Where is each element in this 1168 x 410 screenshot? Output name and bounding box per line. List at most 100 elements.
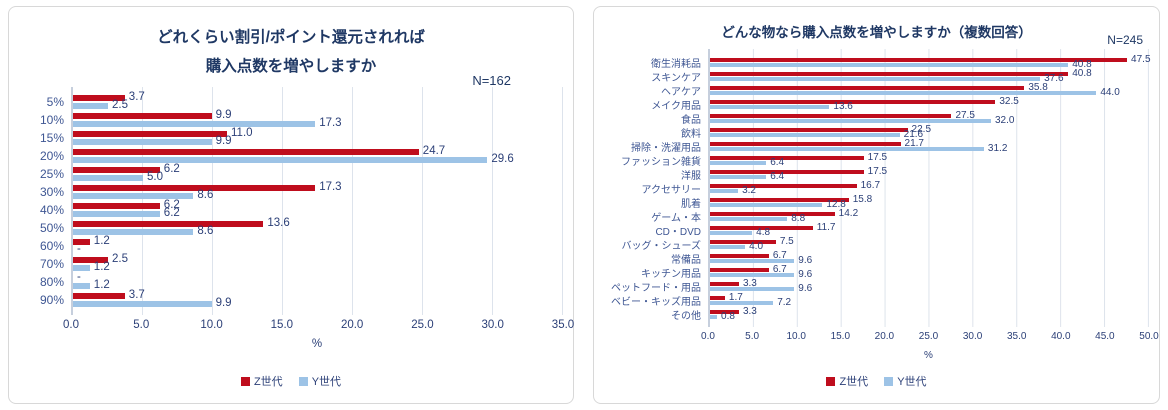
bar-value-label: 8.6 (197, 225, 214, 238)
y-series-bar (73, 157, 488, 163)
bar-value-label: 11.7 (816, 221, 836, 233)
x-axis-tick: 20.0 (340, 319, 364, 331)
category-label: ペットフード・用品 (611, 282, 701, 294)
bar-group: 21.7 31.2 (710, 138, 1149, 154)
bar-group: 32.5 13.6 (710, 96, 1149, 111)
x-axis-label: % (924, 350, 933, 361)
z-series-bar (710, 57, 1128, 62)
bar-value-label: - (77, 271, 81, 284)
category-label: 5% (46, 95, 64, 109)
bar-line: 1.7 (710, 292, 1149, 302)
category-label: 80% (39, 275, 64, 289)
bar-line: 21.6 (710, 129, 1149, 139)
x-axis-tick: 10.0 (786, 331, 806, 342)
y-series-bar (710, 230, 753, 235)
bar-group: 3.7 2.5 (73, 92, 563, 112)
z-series-bar (710, 183, 857, 188)
category-label: 10% (39, 113, 64, 127)
category-label: 40% (39, 203, 64, 217)
y-series-bar (710, 216, 788, 221)
sample-size-label: N=162 (472, 73, 511, 88)
bar-value-label: 44.0 (1100, 86, 1120, 98)
bar-value-label: 4.0 (749, 240, 764, 252)
bar-line: 6.7 (710, 250, 1149, 260)
bar-line: 22.5 (710, 123, 1149, 135)
bar-line: 0.8 (710, 311, 1149, 321)
z-series-bar (710, 225, 813, 230)
z-series-bar (710, 141, 901, 146)
bar-value-label: 6.2 (163, 207, 180, 220)
bar-line: 16.7 (710, 180, 1149, 190)
bar-value-label: 24.7 (422, 145, 446, 158)
bar-line: 31.2 (710, 142, 1149, 154)
bar-value-label: 5.0 (147, 171, 163, 184)
bar-line: 24.7 (73, 145, 563, 158)
bar-value-label: 47.5 (1131, 53, 1151, 65)
category-label: 30% (39, 185, 64, 199)
bar-line: 29.6 (73, 154, 563, 165)
x-axis-tick: 20.0 (874, 331, 895, 342)
category-label: CD・DVD (655, 226, 701, 238)
category-label: キッチン用品 (641, 268, 701, 280)
y-series-bar (73, 229, 194, 235)
z-series-bar (73, 293, 125, 299)
chart-title-line-2: 購入点数を増やしますか (205, 58, 377, 75)
bar-line: 3.3 (710, 305, 1149, 317)
bar-group: 17.3 8.6 (73, 182, 563, 202)
y-series-bar (710, 118, 991, 123)
category-label: 70% (39, 257, 64, 271)
bar-line: 9.9 (73, 136, 563, 147)
x-axis-tick: 0.0 (701, 331, 715, 342)
category-label: ゲーム・本 (651, 212, 701, 224)
bar-value-label: 40.8 (1072, 67, 1092, 79)
bar-group: 14.2 8.8 (710, 208, 1149, 224)
bar-value-label: 31.2 (987, 142, 1008, 154)
bar-value-label: 1.2 (93, 279, 110, 292)
category-label: ファッション雑貨 (621, 156, 701, 168)
bar-value-label: 2.5 (112, 99, 128, 112)
bar-value-label: 8.6 (197, 189, 214, 202)
y-series-bar (710, 90, 1097, 95)
chart-legend: Z世代 Y世代 (604, 373, 1149, 389)
bar-line: 9.9 (73, 110, 563, 121)
category-label: 掃除・洗濯用品 (631, 142, 701, 154)
bar-group: 11.7 4.8 (710, 221, 1149, 238)
bar-line: 3.7 (73, 92, 563, 103)
bar-value-label: 22.5 (911, 123, 932, 135)
y-series-bar (73, 265, 90, 271)
bar-value-label: 17.5 (867, 151, 888, 163)
bar-line: 12.8 (710, 198, 1149, 210)
bar-line: 4.8 (710, 226, 1149, 238)
y-series-bar (73, 103, 108, 109)
bar-value-label: 4.8 (756, 226, 771, 238)
bar-value-label: 40.8 (1072, 58, 1092, 70)
bar-value-label: 3.7 (128, 289, 145, 302)
y-series-bar (710, 76, 1041, 81)
bar-line: 1.2 (73, 236, 563, 247)
bar-value-label: 12.8 (826, 198, 846, 210)
bar-line: 5.0 (73, 171, 563, 184)
bar-line: 13.6 (73, 218, 563, 229)
bar-group: 13.6 8.6 (73, 218, 563, 238)
bar-value-label: 8.8 (791, 212, 806, 224)
z-series-bar (710, 309, 739, 314)
bar-line: 3.3 (710, 278, 1149, 288)
y-series-bar (710, 314, 718, 319)
category-label: バッグ・シューズ (621, 240, 702, 252)
bar-line: 47.5 (710, 53, 1151, 65)
bar-value-label: 35.8 (1028, 81, 1048, 93)
bar-value-label: 6.4 (770, 170, 785, 182)
legend-item-y: Y世代 (298, 373, 341, 389)
z-series-bar (710, 253, 769, 258)
bar-value-label: 6.2 (163, 199, 180, 212)
bar-value-label: 3.2 (742, 184, 756, 196)
category-label: ヘアケア (661, 86, 701, 98)
bars-area: 3.7 2.5 9.9 17.3 11.0 9.9 24.7 29.6 6.2 5.0 17.3 8.… (71, 87, 563, 315)
bar-line: 6.2 (73, 199, 563, 212)
z-series-bar (710, 113, 952, 118)
category-label: 25% (39, 167, 64, 181)
bar-value-label: 3.3 (742, 305, 757, 317)
y-series-bar (710, 146, 984, 151)
z-series-bar (710, 281, 739, 286)
bar-line: 3.2 (710, 184, 1149, 196)
